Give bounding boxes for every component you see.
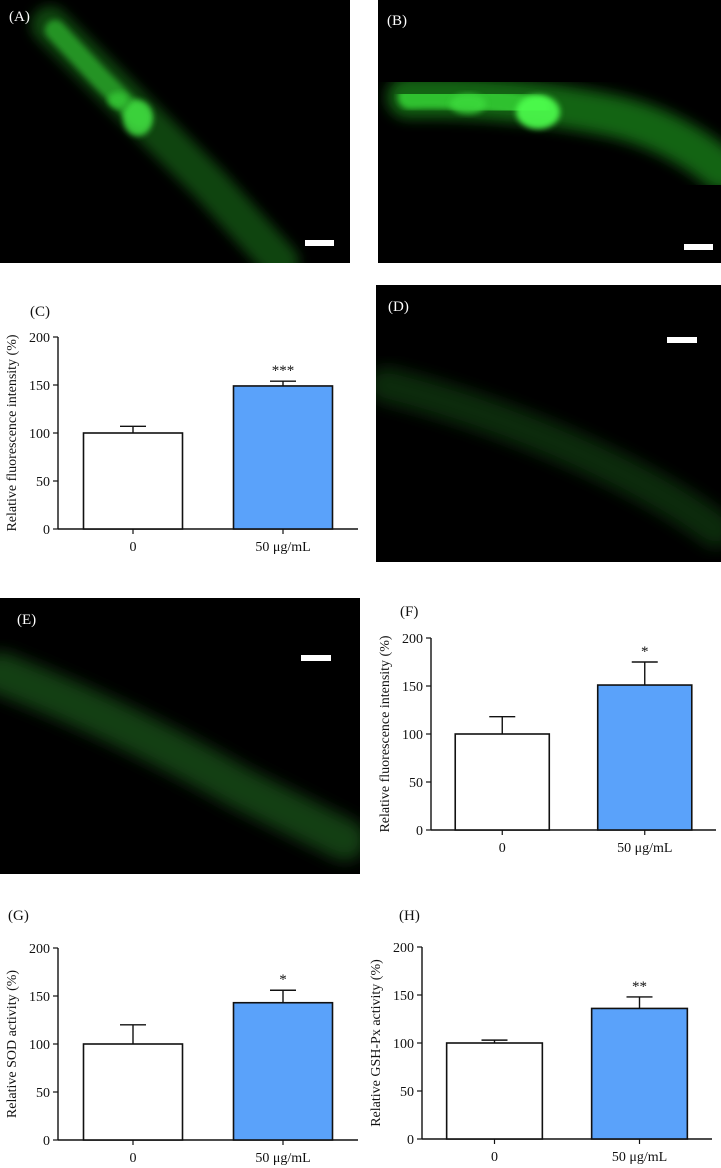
bar <box>590 1007 689 1140</box>
y-tick-label: 50 <box>409 776 423 791</box>
bar <box>454 733 551 831</box>
y-tick-label: 50 <box>36 475 50 490</box>
scale-bar-e <box>301 655 331 661</box>
y-tick-label: 200 <box>29 331 50 346</box>
bar-chart-f: 0 50 100 150 200 Relative fluorescence intens… <box>378 632 716 856</box>
y-tick-label: 100 <box>29 427 50 442</box>
panel-label-c: (C) <box>30 304 50 320</box>
panel-label-a: (A) <box>9 9 30 25</box>
significance-marker: *** <box>272 363 295 379</box>
bar <box>445 1042 544 1140</box>
x-tick-label: 50 μg/mL <box>255 1151 310 1166</box>
x-tick-label: 50 μg/mL <box>255 540 310 555</box>
y-tick-label: 0 <box>407 1133 414 1148</box>
bar <box>82 432 184 530</box>
chart-panel-c: (C) 0 50 100 150 200 Relative fluorescence in… <box>0 300 370 570</box>
y-axis-label: Relative fluorescence intensity (%) <box>5 334 20 531</box>
scale-bar-d <box>667 337 697 343</box>
micrograph-b: (B) <box>378 0 721 263</box>
bar <box>232 1001 334 1141</box>
x-tick-label: 0 <box>130 1151 137 1166</box>
y-tick-label: 150 <box>29 990 50 1005</box>
y-axis-label: Relative SOD activity (%) <box>5 970 20 1118</box>
y-tick-label: 0 <box>43 1134 50 1149</box>
y-tick-label: 50 <box>400 1085 414 1100</box>
chart-panel-f: (F) 0 50 100 150 200 Relative fluorescence in… <box>370 600 721 870</box>
bar-chart-g: 0 50 100 150 200 Relative SOD activity (%) 0 50… <box>5 942 358 1166</box>
bar-chart-c: 0 50 100 150 200 Relative fluorescence intens… <box>5 331 358 555</box>
y-tick-label: 150 <box>402 680 423 695</box>
bar <box>232 385 334 530</box>
y-axis-label: Relative GSH-Px activity (%) <box>370 959 384 1127</box>
x-tick-label: 0 <box>130 540 137 555</box>
x-tick-label: 50 μg/mL <box>617 841 672 856</box>
micrograph-d: (D) <box>376 285 721 562</box>
x-tick-label: 0 <box>491 1150 498 1165</box>
x-tick-label: 0 <box>499 841 506 856</box>
chart-panel-h: (H) 0 50 100 150 200 Relative GSH-Px activity… <box>370 908 721 1168</box>
panel-label-e: (E) <box>17 612 37 628</box>
y-axis-label: Relative fluorescence intensity (%) <box>378 635 393 832</box>
y-tick-label: 200 <box>393 941 414 956</box>
significance-marker: * <box>641 644 649 660</box>
x-tick-label: 50 μg/mL <box>612 1150 667 1165</box>
y-tick-label: 150 <box>29 379 50 394</box>
micrograph-a: (A) <box>0 0 350 263</box>
bar <box>596 684 693 831</box>
y-tick-label: 200 <box>29 942 50 957</box>
worm-image-b <box>387 75 721 191</box>
y-tick-label: 50 <box>36 1086 50 1101</box>
bar-chart-h: 0 50 100 150 200 Relative GSH-Px activity (%)… <box>370 941 712 1165</box>
scale-bar-a <box>305 240 334 246</box>
bar <box>82 1043 184 1141</box>
y-tick-label: 100 <box>393 1037 414 1052</box>
y-tick-label: 100 <box>402 728 423 743</box>
y-tick-label: 0 <box>416 824 423 839</box>
y-tick-label: 100 <box>29 1038 50 1053</box>
scale-bar-b <box>684 244 713 250</box>
y-tick-label: 0 <box>43 523 50 538</box>
panel-label-d: (D) <box>388 299 409 315</box>
worm-image-a <box>31 6 299 263</box>
worm-image-e <box>0 652 360 861</box>
chart-panel-g: (G) 0 50 100 150 200 Relative SOD activity (%… <box>0 908 370 1168</box>
worm-image-d <box>376 367 721 548</box>
panel-label-f: (F) <box>400 604 419 620</box>
panel-label-g: (G) <box>8 908 29 924</box>
micrograph-e: (E) <box>0 598 360 874</box>
significance-marker: ** <box>632 979 647 995</box>
significance-marker: * <box>279 972 287 988</box>
panel-label-b: (B) <box>387 13 407 29</box>
y-tick-label: 200 <box>402 632 423 647</box>
y-tick-label: 150 <box>393 989 414 1004</box>
panel-label-h: (H) <box>399 908 420 924</box>
